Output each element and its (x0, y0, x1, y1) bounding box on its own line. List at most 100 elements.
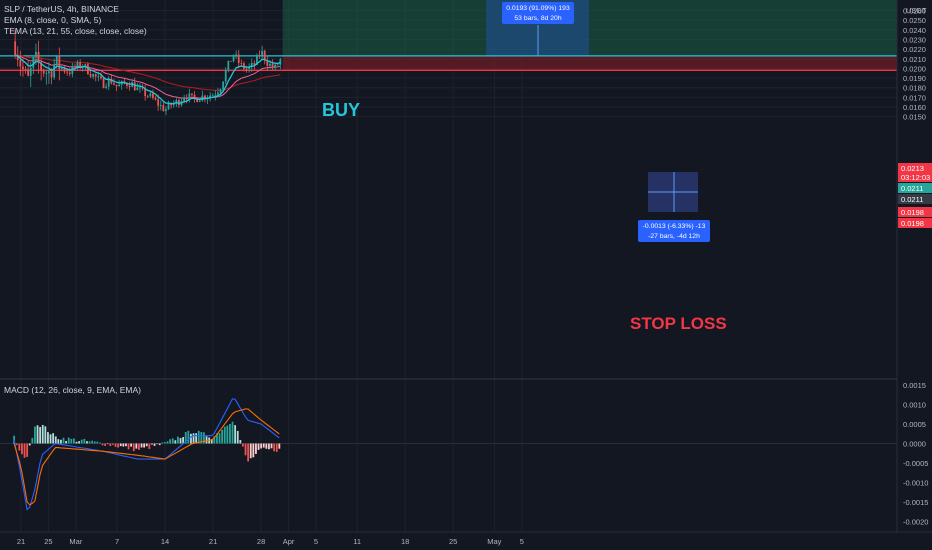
macd-histogram-bar (177, 436, 179, 444)
price-tick-label: 0.0190 (903, 74, 926, 83)
candle-body (58, 55, 61, 70)
candle-body (196, 97, 199, 102)
countdown-tag: 03:12:03 (901, 173, 930, 182)
time-tick-label: 25 (44, 537, 52, 546)
macd-histogram-bar (125, 443, 127, 447)
candle-body (276, 64, 279, 66)
candle-body (29, 67, 32, 76)
ema-line (14, 54, 281, 105)
target-info-text: 53 bars, 8d 20h (514, 15, 561, 22)
chart-title: SLP / TetherUS, 4h, BINANCE (4, 4, 119, 14)
candle-body (191, 93, 193, 95)
candle-body (16, 55, 19, 60)
candle-body (279, 59, 282, 65)
measure-info-box (638, 220, 710, 242)
lower-line-tag-2: 0.0198 (901, 219, 924, 228)
macd-histogram-bar (278, 443, 281, 449)
macd-histogram-bar (231, 421, 234, 444)
macd-tick-label: 0.0005 (903, 420, 926, 429)
time-tick-label: 14 (161, 537, 169, 546)
time-tick-label: 5 (314, 537, 318, 546)
macd-histogram-bar (205, 436, 208, 444)
macd-histogram-bar (54, 436, 57, 444)
candle-body (144, 88, 147, 97)
candle-body (256, 55, 258, 65)
macd-histogram-bar (192, 433, 195, 444)
candle-body (159, 105, 162, 106)
time-tick-label: Mar (69, 537, 82, 546)
candle-body (167, 103, 170, 110)
time-tick-label: 18 (401, 537, 409, 546)
macd-histogram-bar (158, 443, 161, 446)
candle-body (154, 97, 157, 100)
candle-body (224, 70, 227, 82)
price-axis-bg (897, 0, 932, 550)
candle-body (84, 64, 87, 67)
macd-histogram-bar (156, 443, 159, 445)
upper-line-tag-bg (898, 163, 932, 173)
price-tick-label: 0.0150 (903, 113, 926, 122)
macd-histogram-bar (39, 427, 42, 444)
candle-body (55, 55, 58, 65)
macd-histogram-bar (239, 439, 242, 444)
macd-tick-label: -0.0020 (903, 518, 928, 527)
candle-body (48, 71, 50, 74)
candle-body (152, 93, 154, 98)
macd-tick-label: 0.0000 (903, 440, 926, 449)
buy-label: BUY (322, 100, 360, 120)
macd-histogram-bar (101, 443, 104, 446)
macd-histogram-bar (169, 439, 172, 444)
candle-body (133, 82, 136, 91)
macd-histogram-bar (93, 441, 96, 444)
measure-info-text: -27 bars, -4d 12h (648, 233, 700, 240)
macd-histogram-bar (60, 439, 62, 444)
macd-histogram-bar (112, 443, 114, 445)
candle-body (63, 68, 66, 72)
candle-body (14, 41, 17, 56)
candle-body (97, 76, 100, 78)
macd-histogram-bar (249, 443, 252, 459)
macd-histogram-bar (44, 426, 47, 444)
candle-body (263, 50, 266, 61)
candle-body (248, 66, 251, 69)
macd-histogram-bar (223, 426, 226, 444)
candle-body (110, 78, 113, 84)
macd-histogram-bar (26, 443, 29, 457)
macd-histogram-bar (226, 425, 229, 444)
candle-body (232, 54, 235, 62)
time-tick-label: 21 (209, 537, 217, 546)
target-info-text: 0.0193 (91.09%) 193 (506, 5, 570, 12)
candle-body (139, 87, 141, 89)
measure-info-text: -0.0013 (-6.33%) -13 (643, 223, 706, 230)
macd-histogram-bar (140, 443, 143, 448)
macd-histogram-bar (174, 440, 177, 444)
current-price-tag-2-bg (898, 194, 932, 204)
candle-body (105, 86, 108, 88)
macd-histogram-bar (31, 437, 34, 444)
macd-histogram-bar (70, 438, 73, 444)
candle-body (258, 55, 261, 56)
macd-histogram-bar (148, 443, 151, 449)
macd-histogram-bar (75, 441, 78, 444)
macd-histogram-bar (117, 443, 120, 448)
candle-body (94, 74, 97, 77)
macd-tick-label: 0.0015 (903, 381, 926, 390)
macd-line (13, 398, 280, 511)
current-price-tag-2: 0.0211 (901, 195, 923, 204)
macd-histogram-bar (200, 431, 203, 444)
macd-histogram-bar (135, 443, 138, 449)
candle-body (50, 71, 53, 78)
countdown-tag-bg (898, 172, 932, 182)
candle-body (230, 60, 232, 62)
stop-zone (282, 55, 897, 71)
price-tick-label: 0.0170 (903, 93, 926, 102)
macd-histogram-bar (190, 433, 192, 444)
candle-body (269, 63, 271, 66)
time-tick-label: 11 (353, 537, 361, 546)
candle-body (42, 70, 45, 74)
price-tick-label: 0.0210 (903, 55, 926, 64)
macd-histogram-bar (161, 442, 164, 444)
macd-histogram-bar (65, 440, 68, 444)
candle-body (198, 100, 201, 102)
